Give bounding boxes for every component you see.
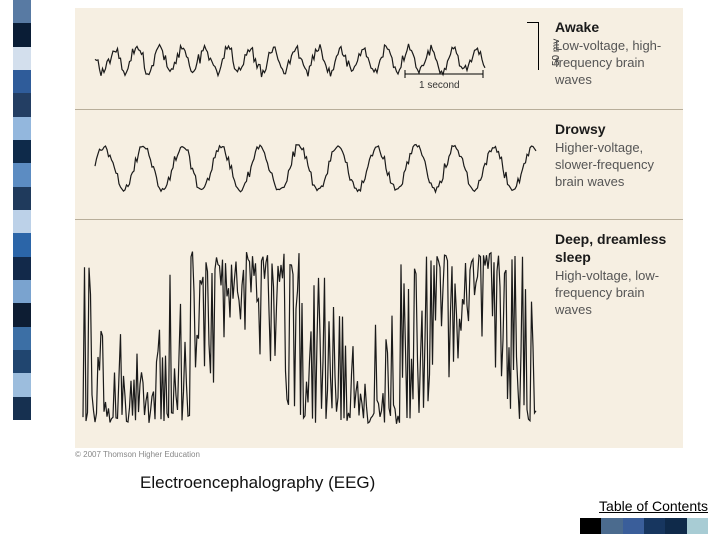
eeg-state-desc: Low-voltage, high-frequency brain waves <box>555 38 673 89</box>
eeg-waveform <box>75 8 545 110</box>
copyright-text: © 2007 Thomson Higher Education <box>75 450 200 459</box>
eeg-state-desc: Higher-voltage, slower-frequency brain w… <box>555 140 673 191</box>
decorative-left-stripe <box>13 0 31 420</box>
eeg-row: Drowsy Higher-voltage, slower-frequency b… <box>75 110 683 220</box>
table-of-contents-link[interactable]: Table of Contents <box>599 498 708 514</box>
decorative-bottom-bar <box>580 518 708 534</box>
eeg-row: Deep, dreamless sleepHigh-voltage, low-f… <box>75 220 683 448</box>
eeg-diagram: 50 mv1 secondAwakeLow-voltage, high-freq… <box>75 8 683 448</box>
eeg-waveform <box>75 110 545 220</box>
eeg-row: 50 mv1 secondAwakeLow-voltage, high-freq… <box>75 8 683 110</box>
eeg-row-label: Drowsy Higher-voltage, slower-frequency b… <box>545 110 683 219</box>
eeg-waveform <box>75 220 545 448</box>
eeg-state-desc: High-voltage, low-frequency brain waves <box>555 268 673 319</box>
eeg-state-title: Deep, dreamless sleep <box>555 230 673 266</box>
eeg-state-title: Drowsy <box>555 120 673 138</box>
eeg-row-label: Awake Low-voltage, high-frequency brain w… <box>545 8 683 109</box>
scale-label-time: 1 second <box>419 80 460 91</box>
diagram-caption: Electroencephalography (EEG) <box>140 473 375 493</box>
eeg-row-label: Deep, dreamless sleepHigh-voltage, low-f… <box>545 220 683 448</box>
scale-bar-vertical <box>527 22 539 70</box>
eeg-state-title: Awake <box>555 18 673 36</box>
